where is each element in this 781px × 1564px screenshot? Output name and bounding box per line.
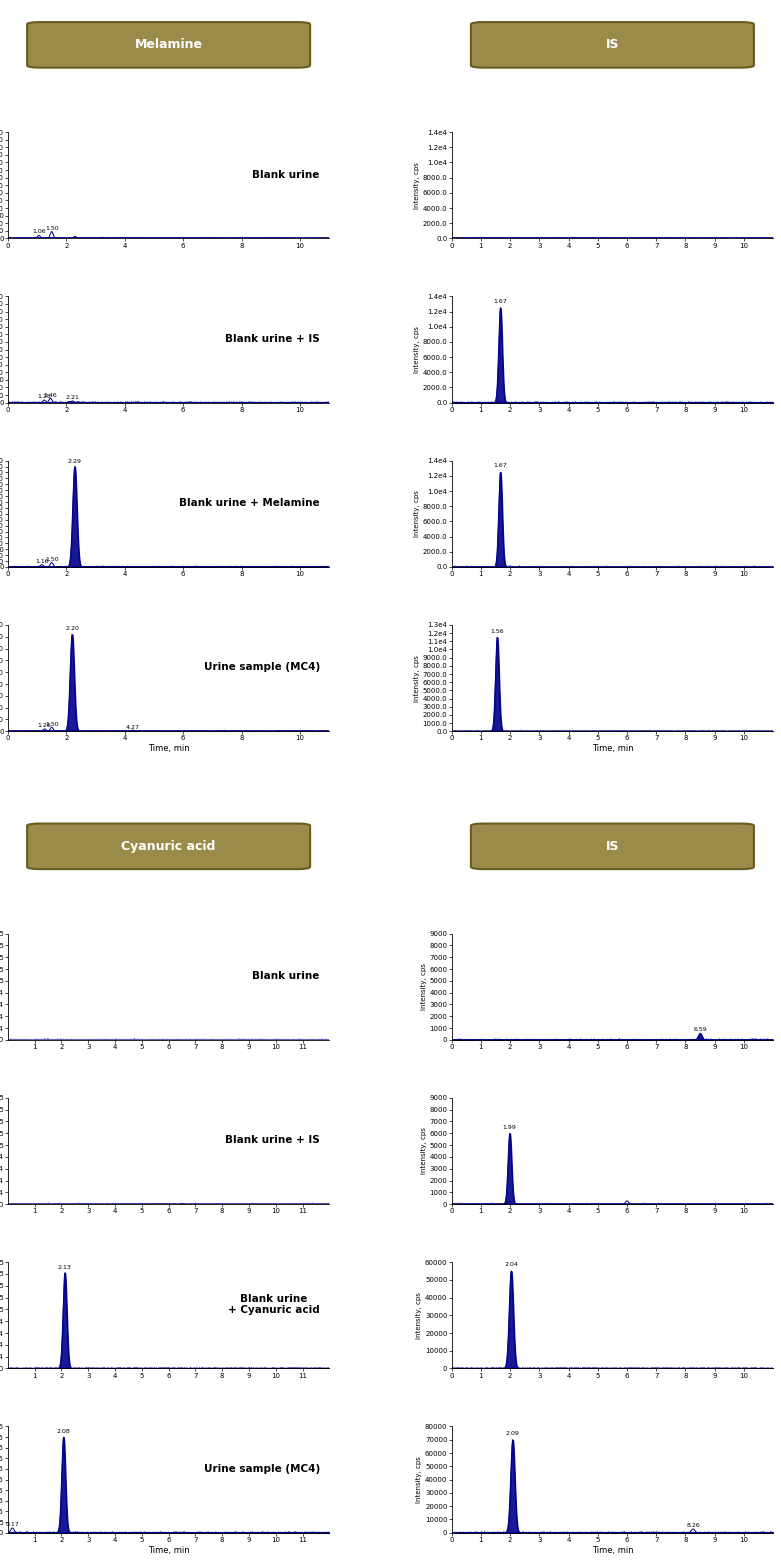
- Y-axis label: Intensity, cps: Intensity, cps: [414, 161, 420, 208]
- Text: 2.21: 2.21: [66, 396, 80, 400]
- FancyBboxPatch shape: [27, 824, 310, 870]
- Text: 1.56: 1.56: [490, 629, 504, 633]
- Text: Blank urine
+ Cyanuric acid: Blank urine + Cyanuric acid: [228, 1293, 319, 1315]
- X-axis label: Time, min: Time, min: [591, 744, 633, 754]
- Y-axis label: Intensity, cps: Intensity, cps: [421, 963, 426, 1010]
- Text: 2.29: 2.29: [68, 458, 82, 463]
- Text: 2.13: 2.13: [58, 1265, 72, 1270]
- Text: 1.06: 1.06: [32, 230, 45, 235]
- Text: 1.99: 1.99: [503, 1125, 517, 1129]
- Text: 1.46: 1.46: [44, 393, 57, 397]
- Text: Urine sample (MC4): Urine sample (MC4): [204, 663, 319, 673]
- Text: 1.16: 1.16: [35, 558, 48, 565]
- Y-axis label: Intensity, cps: Intensity, cps: [414, 491, 420, 538]
- Y-axis label: Intensity, cps: Intensity, cps: [416, 1456, 423, 1503]
- Y-axis label: Intensity, cps: Intensity, cps: [421, 1128, 426, 1175]
- Text: Urine sample (MC4): Urine sample (MC4): [204, 1464, 319, 1473]
- Text: Cyanuric acid: Cyanuric acid: [121, 840, 216, 852]
- Text: 2.08: 2.08: [57, 1429, 70, 1434]
- Text: Blank urine: Blank urine: [252, 169, 319, 180]
- Text: Blank urine: Blank urine: [252, 971, 319, 981]
- Y-axis label: Intensity, cps: Intensity, cps: [414, 655, 420, 702]
- Y-axis label: Intensity, cps: Intensity, cps: [414, 327, 420, 372]
- Text: 2.09: 2.09: [506, 1431, 519, 1436]
- Text: 1.25: 1.25: [37, 394, 52, 399]
- Text: Blank urine + Melamine: Blank urine + Melamine: [179, 499, 319, 508]
- Text: Melamine: Melamine: [134, 39, 202, 52]
- Text: 1.67: 1.67: [494, 463, 508, 468]
- Text: 1.26: 1.26: [37, 723, 52, 729]
- FancyBboxPatch shape: [471, 22, 754, 67]
- X-axis label: Time, min: Time, min: [148, 1545, 190, 1555]
- Text: 4.27: 4.27: [126, 724, 140, 729]
- Text: 2.04: 2.04: [505, 1262, 518, 1267]
- Text: 1.50: 1.50: [45, 557, 59, 561]
- FancyBboxPatch shape: [27, 22, 310, 67]
- Text: Blank urine + IS: Blank urine + IS: [225, 1135, 319, 1145]
- Text: 6.59: 6.59: [694, 1026, 707, 1032]
- X-axis label: Time, min: Time, min: [591, 1545, 633, 1555]
- Text: Blank urine + IS: Blank urine + IS: [225, 333, 319, 344]
- X-axis label: Time, min: Time, min: [148, 744, 190, 754]
- Text: IS: IS: [605, 840, 619, 852]
- Text: 2.20: 2.20: [65, 627, 79, 632]
- Text: 8.26: 8.26: [686, 1523, 700, 1528]
- Text: IS: IS: [605, 39, 619, 52]
- Text: 1.50: 1.50: [45, 225, 59, 230]
- FancyBboxPatch shape: [471, 824, 754, 870]
- Text: 1.67: 1.67: [494, 299, 508, 303]
- Text: 1.50: 1.50: [45, 721, 59, 727]
- Y-axis label: Intensity, cps: Intensity, cps: [416, 1292, 423, 1339]
- Text: 0.17: 0.17: [5, 1522, 20, 1526]
